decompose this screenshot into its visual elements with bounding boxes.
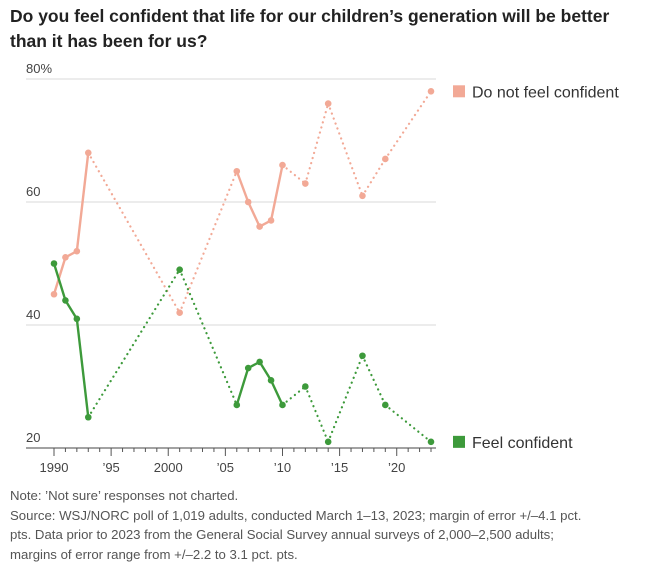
series-0-point [73,247,81,255]
series-0-segment [384,90,433,161]
legend-label: Feel confident [472,435,573,452]
x-tick-label: 1990 [40,460,69,475]
series-0-point [62,254,69,261]
legend-swatch [453,85,465,98]
chart-notes: Note: ’Not sure’ responses not charted. … [10,486,640,564]
x-tick-label: ’95 [102,460,119,475]
series-0-point [382,155,389,163]
x-tick-label: ’20 [388,460,405,475]
series-1-segment [384,403,433,443]
series-0-point [324,100,332,107]
series-0-point [256,223,263,230]
series-1-point [279,401,286,409]
series-0-point [427,88,435,95]
series-1-point [50,260,58,267]
series-lines [52,90,433,443]
series-points [50,88,435,446]
x-tick-label: ’15 [331,460,348,475]
series-0-segment [361,157,387,197]
series-1-segment [361,354,387,407]
series-1-point [302,383,309,390]
series-1-point [244,364,252,372]
series-0-point [84,149,92,157]
series-0-point [359,192,366,200]
series-1-point [359,352,366,360]
series-1-point [324,438,332,446]
series-0-segment [247,200,261,228]
series-0-segment [178,170,238,314]
series-1-segment [269,379,284,407]
series-1-segment [75,317,90,419]
series-1-point [176,266,183,273]
x-axis: 1990 ’95 2000 ’05 ’10 ’15 ’20 [26,447,436,475]
series-0-segment [52,256,67,296]
series-1-point [267,377,275,384]
series-0-segment [269,163,284,222]
line-chart: 80% 60 40 20 1990 ’95 2000 ’05 ’10 ’15 ’20 Do not… [26,61,619,475]
series-1-segment [87,268,181,419]
series-1-point [233,401,241,409]
y-tick-label: 80% [26,61,52,76]
series-1-point [256,358,263,366]
series-1-point [84,413,92,421]
series-0-segment [327,102,364,197]
series-0-segment [281,164,307,185]
series-1-segment [304,385,330,443]
series-1-segment [64,299,79,321]
legend-label: Do not feel confident [472,84,619,101]
x-tick-label: 2000 [154,460,183,475]
chart-title: Do you feel confident that life for our … [10,6,610,51]
series-0-segment [75,151,90,253]
series-0-segment [87,151,181,314]
series-0-point [233,167,241,175]
gridlines [26,78,436,326]
legend: Do not feel confident Feel confident [453,84,619,452]
series-0-point [50,290,58,298]
series-1-segment [178,268,238,407]
series-1-point [427,438,435,446]
x-tick-label: ’05 [217,460,234,475]
x-tick-label: ’10 [274,460,291,475]
y-tick-label: 60 [26,184,40,199]
series-0-point [279,161,286,169]
y-tick-label: 20 [26,430,40,445]
source-line: pts. Data prior to 2023 from the General… [10,527,554,542]
series-1-segment [52,262,67,302]
source-line: margins of error range from +/–2.2 to 3.… [10,546,298,562]
series-1-point [73,315,81,323]
legend-swatch [453,435,465,448]
series-1-segment [327,354,364,443]
note-line: Note: ’Not sure’ responses not charted. [10,488,239,503]
series-1-segment [281,385,307,407]
series-1-segment [235,366,250,407]
y-axis-labels: 80% 60 40 20 [26,61,52,445]
series-1-point [382,401,389,409]
series-0-segment [304,102,330,185]
source-line: Source: WSJ/NORC poll of 1,019 adults, c… [10,507,582,523]
y-tick-label: 40 [26,307,40,322]
series-0-point [267,217,275,224]
series-0-segment [235,170,250,204]
series-1-point [62,297,69,304]
series-1-segment [258,360,273,382]
series-0-point [176,309,183,317]
series-0-point [244,198,252,206]
series-0-point [302,180,309,187]
